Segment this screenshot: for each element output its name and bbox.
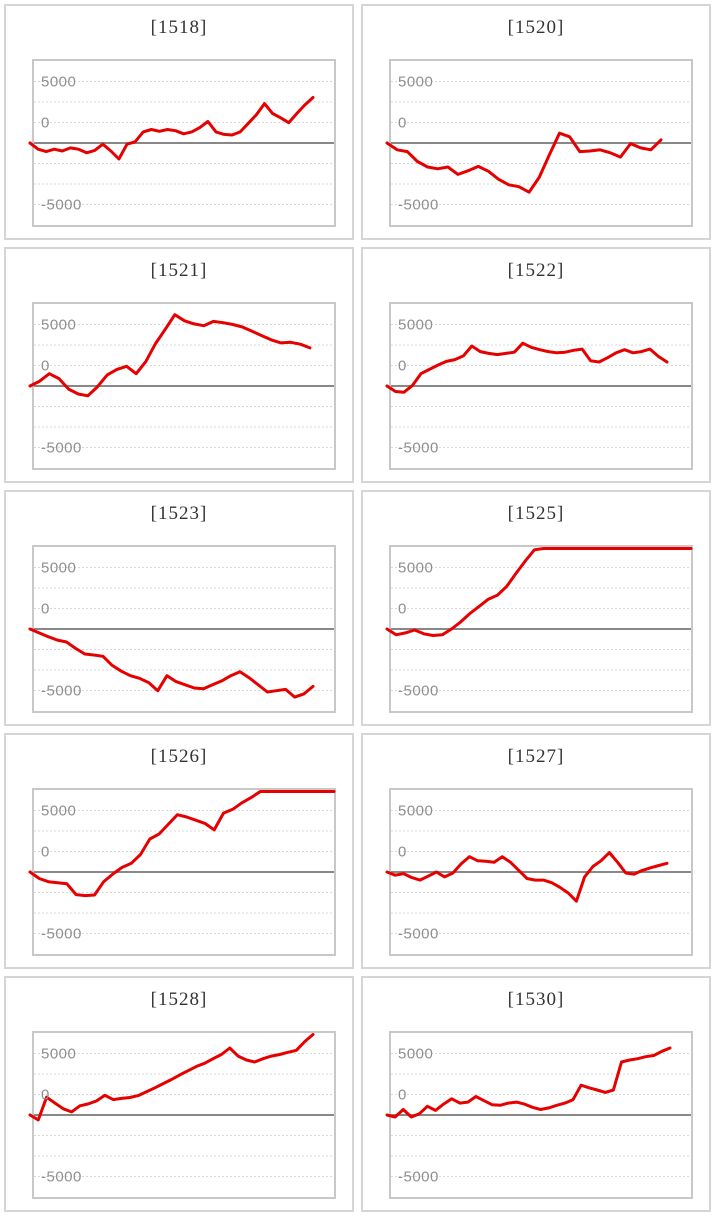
plot-area: 5000 0 -5000 [32, 302, 336, 470]
chart-title: [1523] [150, 503, 208, 524]
chart-panel: [1526] 5000 0 -5000 [4, 733, 354, 969]
chart-title: [1521] [150, 260, 208, 281]
plot-area: 5000 0 -5000 [389, 59, 693, 227]
plot-area: 5000 0 -5000 [32, 545, 336, 713]
series-line [30, 792, 334, 896]
plot-area: 5000 0 -5000 [32, 1031, 336, 1199]
chart-panel: [1530] 5000 0 -5000 [361, 976, 711, 1212]
chart-title: [1518] [150, 17, 208, 38]
chart-panel: [1518] 5000 0 -5000 [4, 4, 354, 240]
series-line [387, 549, 691, 636]
chart-panel: [1521] 5000 0 -5000 [4, 247, 354, 483]
slump-graph [34, 547, 334, 711]
slump-graph [391, 547, 691, 711]
slump-graph [34, 304, 334, 468]
series-line [30, 315, 310, 396]
slump-graph [34, 61, 334, 225]
slump-graph [391, 1033, 691, 1197]
chart-title: [1527] [507, 746, 565, 767]
chart-panel: [1528] 5000 0 -5000 [4, 976, 354, 1212]
series-line [30, 98, 313, 160]
plot-area: 5000 0 -5000 [389, 788, 693, 956]
chart-title: [1530] [507, 989, 565, 1010]
chart-title: [1526] [150, 746, 208, 767]
chart-title: [1525] [507, 503, 565, 524]
chart-panel: [1520] 5000 0 -5000 [361, 4, 711, 240]
chart-panel: [1525] 5000 0 -5000 [361, 490, 711, 726]
chart-panel: [1523] 5000 0 -5000 [4, 490, 354, 726]
series-line [387, 1048, 670, 1117]
series-line [30, 629, 313, 697]
slump-graph [34, 1033, 334, 1197]
plot-area: 5000 0 -5000 [389, 1031, 693, 1199]
slump-graph [391, 304, 691, 468]
chart-panel: [1527] 5000 0 -5000 [361, 733, 711, 969]
series-line [387, 343, 667, 392]
plot-area: 5000 0 -5000 [32, 788, 336, 956]
slump-graph [34, 790, 334, 954]
plot-area: 5000 0 -5000 [32, 59, 336, 227]
plot-area: 5000 0 -5000 [389, 545, 693, 713]
series-line [387, 133, 661, 192]
plot-area: 5000 0 -5000 [389, 302, 693, 470]
chart-title: [1528] [150, 989, 208, 1010]
slump-graph [391, 61, 691, 225]
chart-title: [1522] [507, 260, 565, 281]
chart-title: [1520] [507, 17, 565, 38]
series-line [387, 853, 667, 902]
chart-panel: [1522] 5000 0 -5000 [361, 247, 711, 483]
slump-graph [391, 790, 691, 954]
series-line [30, 1035, 313, 1120]
